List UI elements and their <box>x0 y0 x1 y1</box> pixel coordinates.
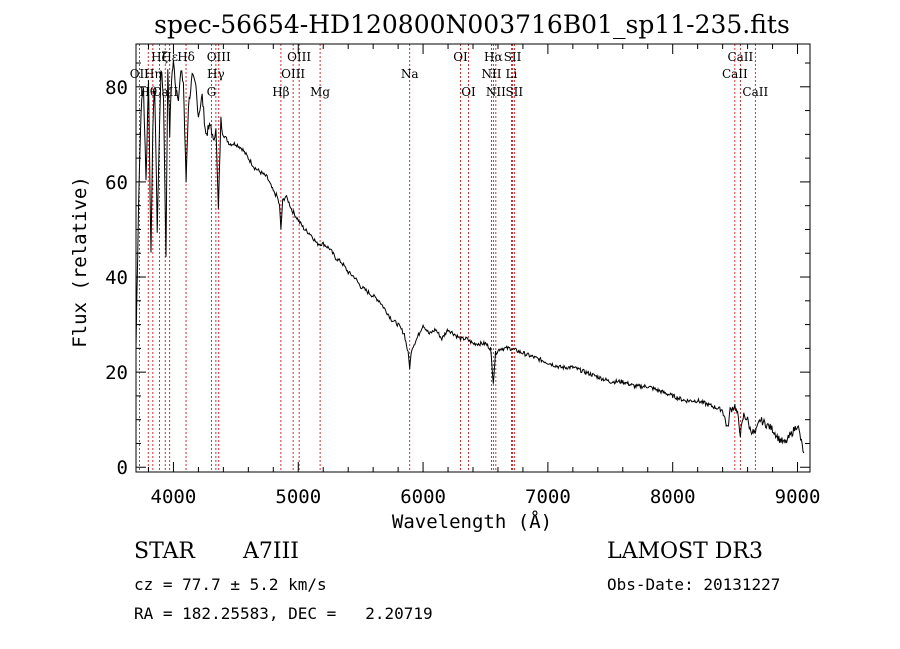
x-tick-label: 5000 <box>275 486 321 508</box>
x-tick-label: 7000 <box>525 486 571 508</box>
spectral-line-label: Hζ <box>151 50 168 64</box>
spectral-line-label: OIII <box>281 67 305 81</box>
spectral-line-label: SII <box>504 50 522 64</box>
y-tick-label: 20 <box>105 362 128 384</box>
plot-frame <box>135 43 811 473</box>
x-axis-label: Wavelength (Å) <box>392 510 552 533</box>
y-axis-label: Flux (relative) <box>69 176 91 348</box>
spectral-line-label: OIII <box>207 50 231 64</box>
spectral-line-label: Na <box>401 67 419 81</box>
spectral-line-label: SII <box>505 85 523 99</box>
x-tick-label: 9000 <box>775 486 821 508</box>
y-tick-label: 60 <box>105 172 128 194</box>
redshift-velocity: cz = 77.7 ± 5.2 km/s <box>134 575 327 594</box>
spectral-line-label: Hη <box>144 67 162 81</box>
spectral-line-label: Mg <box>310 85 330 99</box>
x-tick-label: 4000 <box>151 486 197 508</box>
spectral-line-label: Hβ <box>272 85 289 99</box>
spectral-line-label: Hδ <box>177 50 195 64</box>
x-tick-label: 8000 <box>650 486 696 508</box>
y-tick-label: 0 <box>117 457 128 479</box>
spectral-line-label: CaII <box>727 50 753 64</box>
spectral-line-label: Hα <box>484 50 503 64</box>
ra-dec-coordinates: RA = 182.25583, DEC = 2.20719 <box>134 604 433 623</box>
object-class: STAR <box>134 539 195 564</box>
flux-spectrum-line <box>135 60 805 454</box>
observation-date: Obs-Date: 20131227 <box>607 575 781 594</box>
y-tick-label: 80 <box>105 77 128 99</box>
survey-release: LAMOST DR3 <box>607 539 763 564</box>
spectral-line-label: Li <box>506 67 518 81</box>
x-axis-ticks: 4000 5000 6000 7000 8000 9000 <box>147 44 821 508</box>
spectral-line-label: OIII <box>287 50 311 64</box>
chart-title: spec-56654-HD120800N003716B01_sp11-235.f… <box>154 10 790 39</box>
spectral-line-label: G <box>207 85 217 99</box>
spectral-line-label: NII <box>486 85 506 99</box>
object-subclass: A7III <box>243 539 299 564</box>
spectral-line-label: NII <box>481 67 501 81</box>
x-tick-label: 6000 <box>400 486 446 508</box>
spectral-line-label: OII <box>130 67 150 81</box>
y-tick-label: 40 <box>105 267 128 289</box>
spectral-line-label: CaII <box>152 85 178 99</box>
spectral-line-label: Hγ <box>207 67 225 81</box>
spectral-line-label: OI <box>461 85 476 99</box>
spectral-line-label: CaII <box>742 85 768 99</box>
y-axis-ticks: 0 20 40 60 80 <box>105 62 810 479</box>
spectral-line-label: CaII <box>722 67 748 81</box>
spectral-line-markers <box>138 44 756 472</box>
spectral-line-label: OI <box>453 50 468 64</box>
